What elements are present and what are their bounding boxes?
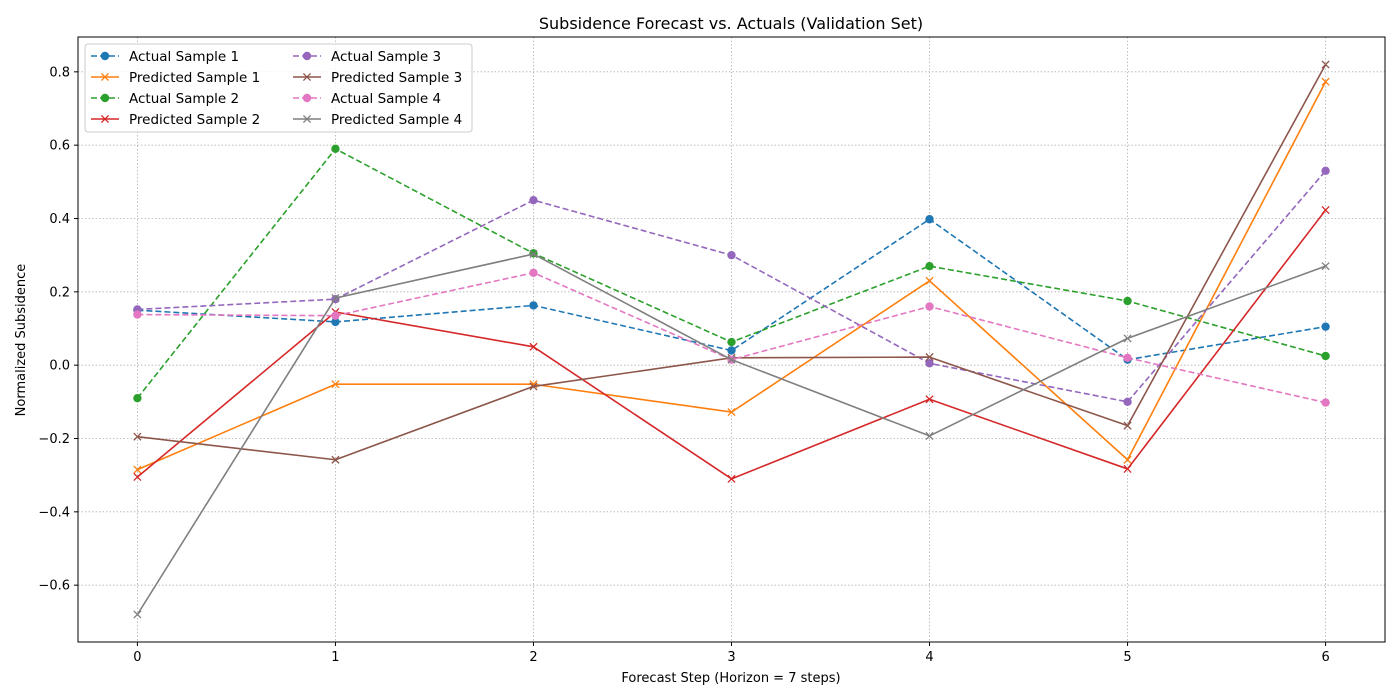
data-point xyxy=(331,317,340,327)
y-tick-label: 0.2 xyxy=(49,285,70,300)
data-point xyxy=(1123,353,1132,363)
x-tick-label: 0 xyxy=(133,650,141,665)
y-tick-label: 0.0 xyxy=(49,359,70,374)
legend-label: Actual Sample 3 xyxy=(331,49,441,65)
data-point xyxy=(1123,397,1132,407)
data-point xyxy=(727,408,736,417)
data-point xyxy=(925,215,934,224)
data-point xyxy=(1321,206,1330,215)
legend-item: Actual Sample 4 xyxy=(293,91,441,107)
x-tick-label: 5 xyxy=(1123,650,1131,665)
data-point xyxy=(1321,77,1330,86)
legend-label: Actual Sample 2 xyxy=(129,91,239,107)
data-point xyxy=(925,353,934,362)
legend-item: Predicted Sample 4 xyxy=(293,112,462,128)
x-tick-label: 2 xyxy=(529,650,537,665)
series-8 xyxy=(133,250,1330,619)
plot-area xyxy=(133,60,1330,619)
legend-item: Predicted Sample 1 xyxy=(91,70,260,86)
data-point xyxy=(529,268,538,277)
data-point xyxy=(1123,455,1132,464)
legend-label: Actual Sample 1 xyxy=(129,49,239,65)
data-point xyxy=(331,455,340,464)
data-point xyxy=(925,395,934,404)
data-point xyxy=(529,301,538,310)
legend-label: Predicted Sample 2 xyxy=(129,112,260,128)
legend: Actual Sample 1 Predicted Sample 1 Actual … xyxy=(84,43,473,133)
data-point xyxy=(727,346,736,355)
data-point xyxy=(1123,421,1132,430)
legend-swatch-marker xyxy=(100,72,110,82)
legend-swatch-marker xyxy=(302,72,312,82)
data-point xyxy=(331,144,340,154)
data-point xyxy=(529,382,538,391)
data-point xyxy=(133,393,142,403)
legend-box xyxy=(84,43,473,133)
y-tick-label: 0.6 xyxy=(49,139,70,154)
data-point xyxy=(925,359,934,368)
x-tick-label: 1 xyxy=(331,650,339,665)
legend-item: Actual Sample 1 xyxy=(91,49,239,65)
legend-swatch-marker xyxy=(100,93,110,103)
data-point xyxy=(529,195,538,205)
series-2 xyxy=(133,77,1330,474)
data-point xyxy=(1321,322,1330,331)
data-point xyxy=(133,432,142,441)
axes-ticks: 0 1 2 3 4 5 6 −0.6 −0.4 −0.2 0.0 0.2 0.4 0.6 0.8 xyxy=(38,65,1329,665)
data-point xyxy=(1321,60,1330,69)
legend-swatch-marker xyxy=(302,93,312,103)
legend-swatch-marker xyxy=(302,51,312,61)
data-point xyxy=(727,355,736,364)
data-point xyxy=(1123,464,1132,473)
chart-title: Subsidence Forecast vs. Actuals (Validat… xyxy=(539,14,923,33)
legend-swatch-marker xyxy=(100,114,110,124)
data-point xyxy=(529,250,538,259)
x-tick-label: 6 xyxy=(1321,650,1329,665)
data-point xyxy=(133,472,142,482)
data-point xyxy=(1123,296,1132,306)
legend-label: Predicted Sample 3 xyxy=(331,70,462,86)
legend-label: Predicted Sample 4 xyxy=(331,112,462,128)
data-point xyxy=(925,261,934,271)
data-point xyxy=(1321,166,1330,176)
legend-swatch-marker xyxy=(100,51,110,61)
data-point xyxy=(727,337,736,347)
legend-swatch-marker xyxy=(302,114,312,124)
legend-label: Actual Sample 4 xyxy=(331,91,441,107)
data-point xyxy=(925,431,934,440)
data-point xyxy=(925,276,934,285)
y-tick-label: 0.8 xyxy=(49,65,70,80)
data-point xyxy=(529,342,538,351)
data-point xyxy=(1321,351,1330,361)
y-axis-label: Normalized Subsidence xyxy=(14,264,29,417)
data-point xyxy=(1321,262,1330,271)
y-tick-label: 0.4 xyxy=(49,212,70,227)
data-point xyxy=(1321,398,1330,407)
y-tick-label: −0.2 xyxy=(38,432,70,447)
legend-item: Actual Sample 2 xyxy=(91,91,239,107)
data-point xyxy=(331,294,340,303)
legend-item: Actual Sample 3 xyxy=(293,49,441,65)
data-point xyxy=(133,310,142,319)
data-point xyxy=(133,610,142,619)
x-axis-label: Forecast Step (Horizon = 7 steps) xyxy=(621,671,840,686)
x-tick-label: 4 xyxy=(925,650,933,665)
data-point xyxy=(1123,334,1132,343)
data-point xyxy=(925,302,934,311)
legend-item: Predicted Sample 2 xyxy=(91,112,260,128)
data-point xyxy=(331,311,340,320)
data-point xyxy=(727,250,736,260)
y-tick-label: −0.6 xyxy=(38,579,70,594)
data-point xyxy=(133,465,142,474)
data-point xyxy=(727,474,736,483)
legend-label: Predicted Sample 1 xyxy=(129,70,260,86)
y-tick-label: −0.4 xyxy=(38,505,70,520)
x-tick-label: 3 xyxy=(727,650,735,665)
legend-item: Predicted Sample 3 xyxy=(293,70,462,86)
data-point xyxy=(331,380,340,389)
